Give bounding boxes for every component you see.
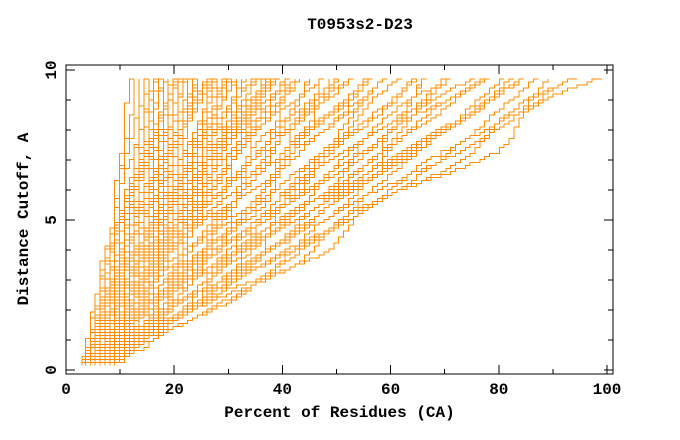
x-axis-label: Percent of Residues (CA) [224, 404, 455, 422]
model-curves [81, 78, 602, 366]
y-tick-label: 10 [43, 60, 61, 80]
model-curve [81, 79, 510, 366]
x-tick-label: 80 [489, 381, 509, 399]
model-curve [81, 78, 325, 366]
model-curve [89, 78, 539, 366]
model-curve [89, 79, 286, 366]
chart-title: T0953s2-D23 [307, 16, 413, 34]
model-curve [81, 79, 418, 366]
y-tick-label: 0 [43, 365, 61, 375]
model-curve [89, 79, 135, 366]
model-curve [104, 78, 602, 366]
x-tick-label: 0 [61, 381, 71, 399]
model-curve [81, 78, 368, 366]
model-curve [104, 78, 514, 366]
model-curve [89, 79, 179, 366]
y-tick-label: 5 [43, 215, 61, 225]
model-curve [81, 79, 549, 366]
model-curve [85, 79, 237, 366]
x-tick-label: 60 [380, 381, 401, 399]
model-curve [94, 79, 179, 366]
model-curve [94, 78, 339, 366]
x-tick-label: 40 [272, 381, 292, 399]
y-axis-label: Distance Cutoff, A [15, 132, 33, 306]
x-tick-label: 20 [164, 381, 184, 399]
x-tick-label: 100 [592, 381, 622, 399]
model-curve [114, 78, 490, 366]
model-curve [85, 79, 140, 366]
model-curve [94, 79, 213, 366]
